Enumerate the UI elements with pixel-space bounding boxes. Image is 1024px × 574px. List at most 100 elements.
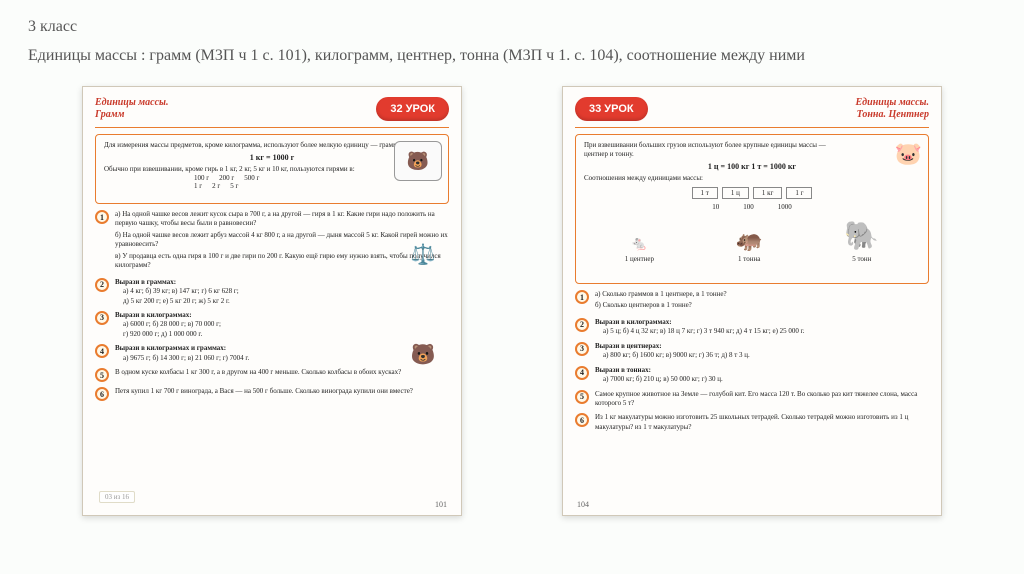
exercise-body: Вырази в граммах: а) 4 кг; б) 39 кг; в) …	[115, 278, 449, 306]
relation-factor: 10	[712, 203, 719, 211]
animal-icon: 🐘	[844, 219, 879, 253]
animal-label: 1 центнер	[625, 255, 654, 263]
exercise-number: 6	[575, 413, 589, 427]
exercise-body: Вырази в тоннах: а) 7000 кг; б) 210 ц; в…	[595, 366, 929, 385]
animal-label: 1 тонна	[738, 255, 760, 263]
exercise-body: Вырази в центнерах: а) 800 кг; б) 1600 к…	[595, 342, 929, 361]
exercise-number: 1	[575, 290, 589, 304]
exercise-number: 3	[575, 342, 589, 356]
exercise-number: 2	[95, 278, 109, 292]
exercise-2: 2 Вырази в килограммах: а) 5 ц; б) 4 ц 3…	[575, 318, 929, 337]
relation-factor: 1000	[778, 203, 792, 211]
topic-label: Единицы массы : грамм (М3П ч 1 с. 101), …	[28, 44, 996, 68]
exercise-3: 3 Вырази в центнерах: а) 800 кг; б) 1600…	[575, 342, 929, 361]
intro-formula: 1 кг = 1000 г	[104, 153, 440, 162]
exercise-text: б) Сколько центнеров в 1 тонне?	[595, 301, 929, 310]
lesson-badge: 32 УРОК	[376, 97, 449, 121]
exercise-4: 4 Вырази в тоннах: а) 7000 кг; б) 210 ц;…	[575, 366, 929, 385]
animal-icon: 🦛	[735, 227, 762, 253]
lesson-title: Единицы массы. Грамм	[95, 97, 168, 121]
weight-val: 2 г	[212, 182, 220, 190]
weight-val: 100 г	[194, 174, 209, 182]
weight-val: 5 г	[230, 182, 238, 190]
exercise-title: Вырази в килограммах и граммах:	[115, 344, 226, 352]
exercise-options: а) 5 ц; б) 4 ц 32 кг; в) 18 ц 7 кг; г) 3…	[603, 327, 929, 336]
exercise-text: Из 1 кг макулатуры можно изготовить 25 ш…	[595, 413, 929, 432]
intro-text-2: Соотношения между единицами массы:	[584, 174, 920, 183]
lesson-title-line2: Грамм	[95, 109, 124, 120]
exercise-title: Вырази в килограммах:	[595, 318, 672, 326]
exercise-number: 6	[95, 387, 109, 401]
exercise-1: 1 а) Сколько граммов в 1 центнере, в 1 т…	[575, 290, 929, 313]
page-head: Единицы массы. Грамм 32 УРОК	[95, 97, 449, 128]
exercise-6: 6 Из 1 кг макулатуры можно изготовить 25…	[575, 413, 929, 432]
exercise-number: 4	[95, 344, 109, 358]
exercise-title: Вырази в килограммах:	[115, 311, 192, 319]
exercise-options: а) 4 кг; б) 39 кг; в) 147 кг; г) 6 кг 62…	[123, 287, 449, 306]
intro-box: Для измерения массы предметов, кроме кил…	[95, 134, 449, 204]
exercise-number: 3	[95, 311, 109, 325]
lesson-badge: 33 УРОК	[575, 97, 648, 121]
exercise-number: 5	[95, 368, 109, 382]
exercise-title: Вырази в тоннах:	[595, 366, 651, 374]
exercise-title: Вырази в центнерах:	[595, 342, 662, 350]
relation-unit: 1 ц	[722, 187, 749, 199]
animal-label: 5 тонн	[852, 255, 871, 263]
page-head: 33 УРОК Единицы массы. Тонна. Центнер	[575, 97, 929, 128]
exercise-title: Вырази в граммах:	[115, 278, 176, 286]
animal-icon: 🐁	[625, 236, 654, 253]
intro-formula: 1 ц = 100 кг 1 т = 1000 кг	[584, 162, 920, 171]
bear-drum-icon: 🐻	[395, 342, 451, 367]
weight-val: 200 г	[219, 174, 234, 182]
exercise-3: 3 Вырази в килограммах: а) 6000 г; б) 28…	[95, 311, 449, 339]
exercise-body: а) Сколько граммов в 1 центнере, в 1 тон…	[595, 290, 929, 313]
weight-val: 500 г	[244, 174, 259, 182]
scales-icon: ⚖️	[395, 242, 451, 267]
exercise-number: 1	[95, 210, 109, 224]
exercise-5: 5 В одном куске колбасы 1 кг 300 г, а в …	[95, 368, 449, 382]
page-number: 101	[435, 500, 447, 509]
slide-counter-badge: 03 из 16	[99, 491, 135, 503]
intro-text-1: При взвешивании больших грузов использую…	[584, 141, 836, 159]
exercise-options: а) 800 кг; б) 1600 кг; в) 9000 кг; г) 36…	[603, 351, 929, 360]
intro-box: При взвешивании больших грузов использую…	[575, 134, 929, 284]
intro-text-1: Для измерения массы предметов, кроме кил…	[104, 141, 440, 150]
animal-5tonne: 🐘 5 тонн	[844, 219, 879, 263]
relation-unit: 1 г	[786, 187, 812, 199]
exercise-number: 4	[575, 366, 589, 380]
bear-icon: 🐻	[394, 141, 442, 181]
relation-unit: 1 кг	[753, 187, 783, 199]
weights-row-2: 1 г 2 г 5 г	[194, 182, 440, 190]
slide-heading: 3 класс Единицы массы : грамм (М3П ч 1 с…	[28, 18, 996, 68]
intro-text-2: Обычно при взвешивании, кроме гирь в 1 к…	[104, 165, 440, 174]
exercise-5: 5 Самое крупное животное на Земле — голу…	[575, 390, 929, 409]
animal-tonne: 🦛 1 тонна	[735, 227, 762, 263]
grade-label: 3 класс	[28, 18, 996, 36]
exercise-options: а) 6000 г; б) 28 000 г; в) 70 000 г; г) …	[123, 320, 449, 339]
animals-row: 🐁 1 центнер 🦛 1 тонна 🐘 5 тонн	[584, 219, 920, 263]
exercise-6: 6 Петя купил 1 кг 700 г винограда, а Вас…	[95, 387, 449, 401]
lesson-title-line1: Единицы массы.	[95, 97, 168, 108]
lesson-title: Единицы массы. Тонна. Центнер	[856, 97, 929, 121]
pig-icon: 🐷	[895, 141, 922, 167]
weight-val: 1 г	[194, 182, 202, 190]
exercise-text: Самое крупное животное на Земле — голубо…	[595, 390, 929, 409]
exercise-body: Вырази в килограммах: а) 6000 г; б) 28 0…	[115, 311, 449, 339]
textbook-page-right: 33 УРОК Единицы массы. Тонна. Центнер Пр…	[562, 86, 942, 516]
exercise-2: 2 Вырази в граммах: а) 4 кг; б) 39 кг; в…	[95, 278, 449, 306]
exercise-number: 5	[575, 390, 589, 404]
lesson-title-line1: Единицы массы.	[856, 97, 929, 108]
relation-units-row: 1 т 1 ц 1 кг 1 г	[584, 187, 920, 199]
relation-factors-row: 10 100 1000	[584, 203, 920, 211]
page-number: 104	[577, 500, 589, 509]
relation-unit: 1 т	[692, 187, 718, 199]
lesson-title-line2: Тонна. Центнер	[857, 109, 929, 120]
exercise-text: Петя купил 1 кг 700 г винограда, а Вася …	[115, 387, 449, 396]
exercise-options: а) 7000 кг; б) 210 ц; в) 50 000 кг; г) 3…	[603, 375, 929, 384]
pages-row: Единицы массы. Грамм 32 УРОК Для измерен…	[28, 86, 996, 516]
exercise-number: 2	[575, 318, 589, 332]
animal-centner: 🐁 1 центнер	[625, 236, 654, 263]
exercise-text: а) Сколько граммов в 1 центнере, в 1 тон…	[595, 290, 929, 299]
exercise-text: а) На одной чашке весов лежит кусок сыра…	[115, 210, 449, 229]
exercise-text: В одном куске колбасы 1 кг 300 г, а в др…	[115, 368, 449, 377]
